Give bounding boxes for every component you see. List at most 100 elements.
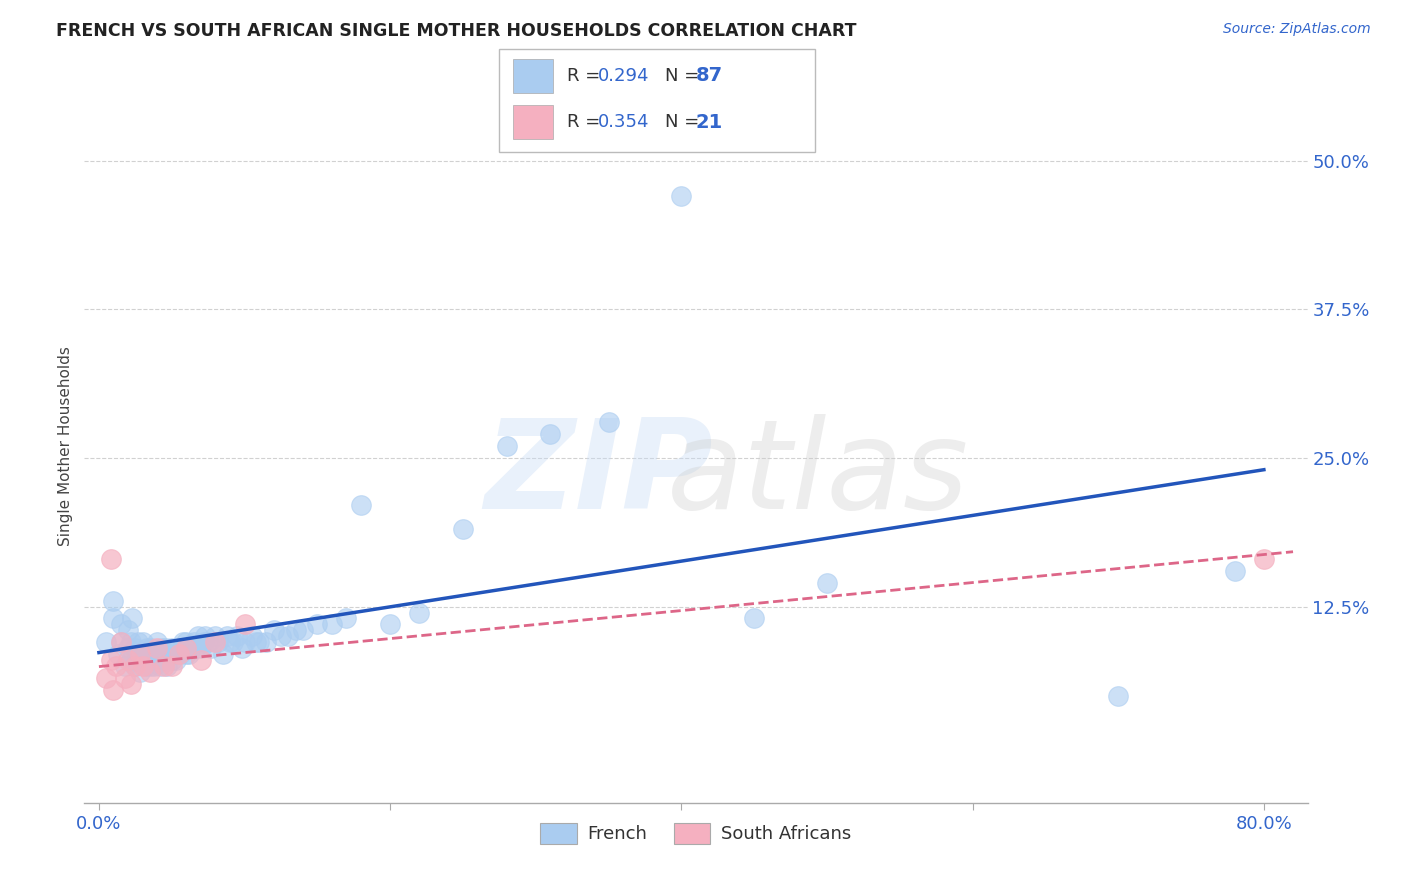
Point — [160, 659, 183, 673]
Point — [155, 641, 177, 656]
Point — [120, 677, 142, 691]
Point — [174, 647, 197, 661]
Text: N =: N = — [665, 113, 704, 131]
Point — [96, 635, 118, 649]
Point — [160, 653, 183, 667]
Point — [277, 629, 299, 643]
Point — [120, 653, 142, 667]
Point — [110, 617, 132, 632]
Point — [204, 629, 226, 643]
Point — [193, 635, 215, 649]
Point — [270, 629, 292, 643]
Point — [160, 641, 183, 656]
Point — [105, 659, 128, 673]
Point — [153, 659, 176, 673]
Point — [163, 647, 186, 661]
Point — [226, 629, 249, 643]
Point — [204, 635, 226, 649]
Point — [124, 659, 146, 673]
Point — [172, 635, 194, 649]
Text: N =: N = — [665, 67, 704, 85]
Point — [136, 641, 159, 656]
Point — [117, 641, 139, 656]
Point — [194, 629, 217, 643]
Point — [96, 671, 118, 685]
Point — [207, 635, 229, 649]
Point — [131, 653, 153, 667]
Point — [128, 647, 150, 661]
Point — [121, 611, 143, 625]
Point — [135, 659, 157, 673]
Text: Source: ZipAtlas.com: Source: ZipAtlas.com — [1223, 22, 1371, 37]
Point — [200, 641, 222, 656]
Point — [233, 617, 256, 632]
Point — [100, 552, 122, 566]
Point — [291, 624, 314, 638]
Point — [335, 611, 357, 625]
Point — [408, 606, 430, 620]
Point — [128, 665, 150, 679]
Text: 21: 21 — [696, 112, 723, 132]
Point — [538, 427, 561, 442]
Point — [190, 641, 212, 656]
Point — [219, 635, 242, 649]
Point — [114, 671, 136, 685]
Point — [321, 617, 343, 632]
Point — [143, 659, 166, 673]
Point — [103, 611, 125, 625]
Point — [183, 635, 205, 649]
Point — [153, 653, 176, 667]
Point — [247, 635, 270, 649]
Point — [114, 659, 136, 673]
Point — [139, 659, 162, 673]
Point — [350, 499, 373, 513]
Point — [127, 635, 149, 649]
Point — [131, 635, 153, 649]
Point — [156, 659, 179, 673]
Point — [103, 593, 125, 607]
Point — [742, 611, 765, 625]
Point — [117, 653, 139, 667]
Point — [179, 647, 201, 661]
Point — [142, 647, 165, 661]
Point — [139, 665, 162, 679]
Point — [231, 641, 253, 656]
Point — [222, 635, 245, 649]
Point — [671, 189, 693, 203]
Point — [263, 624, 285, 638]
Text: R =: R = — [567, 67, 606, 85]
Point — [146, 635, 169, 649]
Point — [146, 641, 169, 656]
Text: 0.354: 0.354 — [598, 113, 650, 131]
Text: atlas: atlas — [668, 414, 969, 535]
Point — [245, 635, 267, 649]
Point — [211, 647, 233, 661]
Point — [125, 653, 148, 667]
Point — [167, 647, 190, 661]
Point — [233, 635, 256, 649]
Point — [1253, 552, 1275, 566]
Point — [169, 647, 191, 661]
Point — [451, 522, 474, 536]
Point — [146, 653, 169, 667]
Point — [815, 575, 838, 590]
Point — [1223, 564, 1246, 578]
Point — [284, 624, 307, 638]
Point — [141, 641, 163, 656]
Point — [380, 617, 402, 632]
Point — [186, 641, 208, 656]
Text: FRENCH VS SOUTH AFRICAN SINGLE MOTHER HOUSEHOLDS CORRELATION CHART: FRENCH VS SOUTH AFRICAN SINGLE MOTHER HO… — [56, 22, 856, 40]
Point — [100, 653, 122, 667]
Point — [174, 635, 197, 649]
Point — [124, 641, 146, 656]
Point — [197, 635, 219, 649]
Text: R =: R = — [567, 113, 606, 131]
Text: 0.294: 0.294 — [598, 67, 650, 85]
Point — [110, 635, 132, 649]
Point — [187, 629, 209, 643]
Point — [103, 682, 125, 697]
Point — [165, 653, 187, 667]
Point — [110, 635, 132, 649]
Point — [598, 415, 620, 429]
Point — [240, 629, 263, 643]
